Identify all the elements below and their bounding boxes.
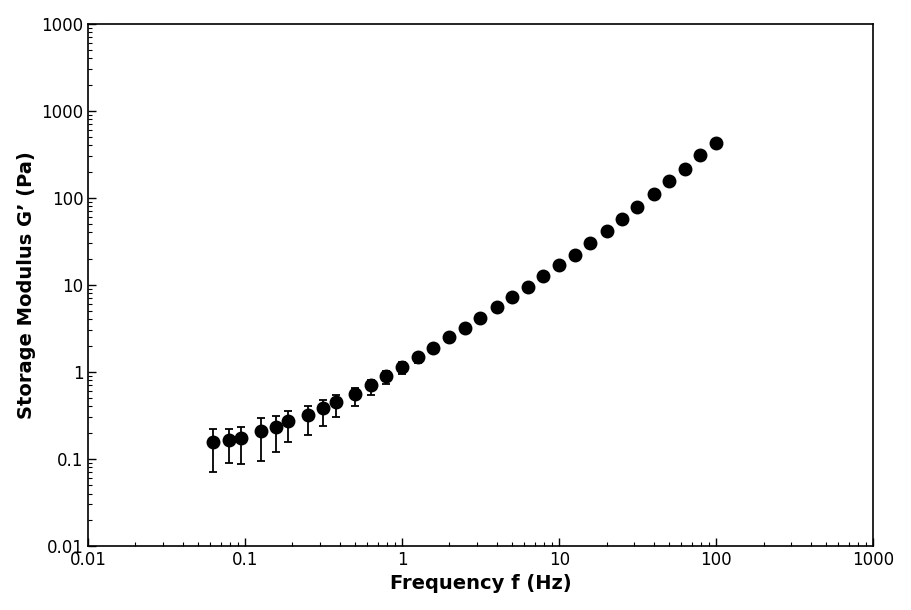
Y-axis label: Storage Modulus G’ (Pa): Storage Modulus G’ (Pa) [16, 151, 36, 418]
X-axis label: Frequency f (Hz): Frequency f (Hz) [390, 575, 571, 594]
